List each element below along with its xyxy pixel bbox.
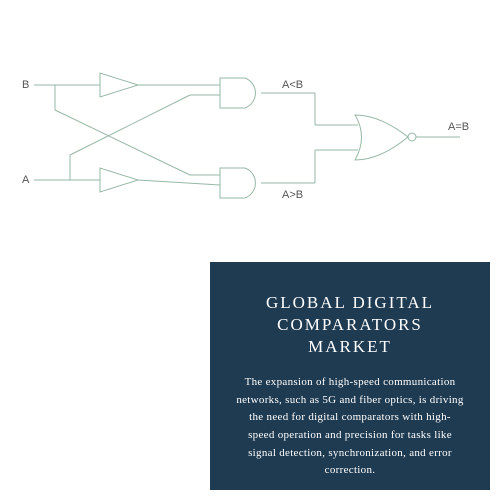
or-gate [355, 115, 408, 160]
label-a-gt-b: A>B [282, 189, 303, 201]
circuit-svg: B A A<B A>B A=B [20, 50, 480, 240]
label-input-b: B [22, 79, 29, 91]
buffer-top [100, 73, 138, 97]
label-input-a: A [22, 174, 30, 186]
not-bubble [408, 133, 416, 141]
info-body: The expansion of high-speed communicatio… [236, 374, 464, 480]
and-gate-bottom [220, 168, 255, 198]
label-a-eq-b: A=B [448, 121, 469, 133]
and-gate-top [220, 78, 255, 108]
buffer-bottom [100, 168, 138, 192]
comparator-diagram: B A A<B A>B A=B [20, 50, 480, 240]
info-box: GLOBAL DIGITAL COMPARATORS MARKET The ex… [210, 262, 490, 490]
label-a-lt-b: A<B [282, 79, 303, 91]
info-title: GLOBAL DIGITAL COMPARATORS MARKET [236, 292, 464, 358]
